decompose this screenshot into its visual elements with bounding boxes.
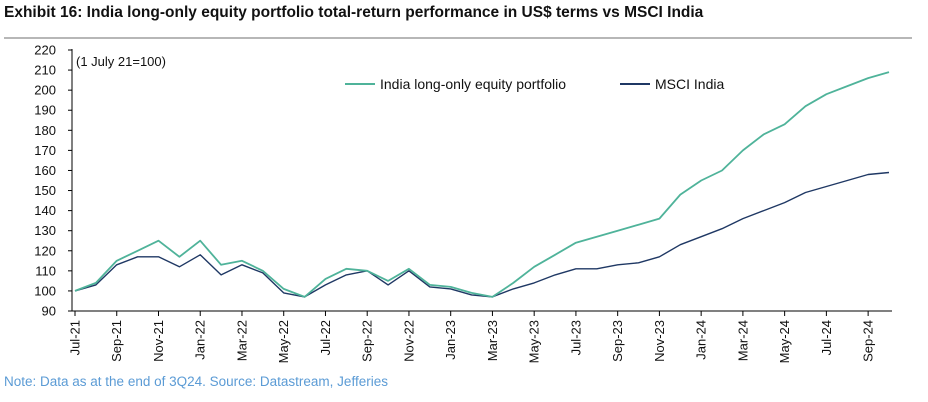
x-tick-label: Nov-21 xyxy=(151,320,166,362)
line-chart: 90 100 110 120 130 140 150 160 170 180 190 200 210 22… xyxy=(34,43,892,363)
y-tick-label: 130 xyxy=(34,223,56,238)
x-tick-label: Sep-22 xyxy=(360,320,375,362)
source-note: Note: Data as at the end of 3Q24. Source… xyxy=(4,374,388,389)
y-tick-label: 110 xyxy=(35,263,56,278)
x-tick-label: Jul-24 xyxy=(819,320,834,355)
x-tick-label: Nov-23 xyxy=(652,320,667,362)
index-base-annotation: (1 July 21=100) xyxy=(76,54,166,69)
legend-label: India long-only equity portfolio xyxy=(380,76,566,92)
chart-title: Exhibit 16: India long-only equity portf… xyxy=(4,4,704,21)
y-tick-label: 140 xyxy=(34,203,56,218)
x-tick-label: Jul-21 xyxy=(68,320,83,355)
x-tick-label: Sep-24 xyxy=(861,320,876,362)
title-divider xyxy=(4,37,912,39)
y-tick-label: 190 xyxy=(34,103,56,118)
x-tick-label: May-24 xyxy=(777,320,792,363)
x-tick-label: Mar-22 xyxy=(234,320,249,361)
y-tick-label: 220 xyxy=(34,43,56,58)
x-tick-label: Sep-23 xyxy=(610,320,625,362)
series-line-portfolio xyxy=(74,71,890,298)
x-tick-label: Mar-24 xyxy=(735,320,750,361)
x-tick-label: May-22 xyxy=(276,320,291,363)
y-tick-label: 210 xyxy=(34,63,56,78)
series-line-msci-india xyxy=(74,171,890,298)
x-tick-label: Mar-23 xyxy=(485,320,500,361)
y-tick-label: 150 xyxy=(34,183,56,198)
x-tick-label: Jan-24 xyxy=(694,320,709,360)
x-tick-label: Sep-21 xyxy=(109,320,124,362)
x-tick-label: Jan-22 xyxy=(193,320,208,360)
y-tick-label: 160 xyxy=(34,163,56,178)
y-tick-label: 200 xyxy=(34,83,56,98)
x-tick-label: Jan-23 xyxy=(443,320,458,360)
legend: India long-only equity portfolio MSCI Ind… xyxy=(345,76,724,92)
x-tick-label: Nov-22 xyxy=(401,320,416,362)
x-tick-label: Jul-22 xyxy=(318,320,333,355)
legend-label: MSCI India xyxy=(655,76,724,92)
y-tick-label: 120 xyxy=(34,243,56,258)
y-tick-label: 170 xyxy=(34,143,56,158)
y-tick-label: 90 xyxy=(42,304,56,319)
y-tick-label: 180 xyxy=(34,123,56,138)
y-tick-label: 100 xyxy=(34,283,56,298)
x-tick-label: May-23 xyxy=(527,320,542,363)
x-tick-label: Jul-23 xyxy=(568,320,583,355)
